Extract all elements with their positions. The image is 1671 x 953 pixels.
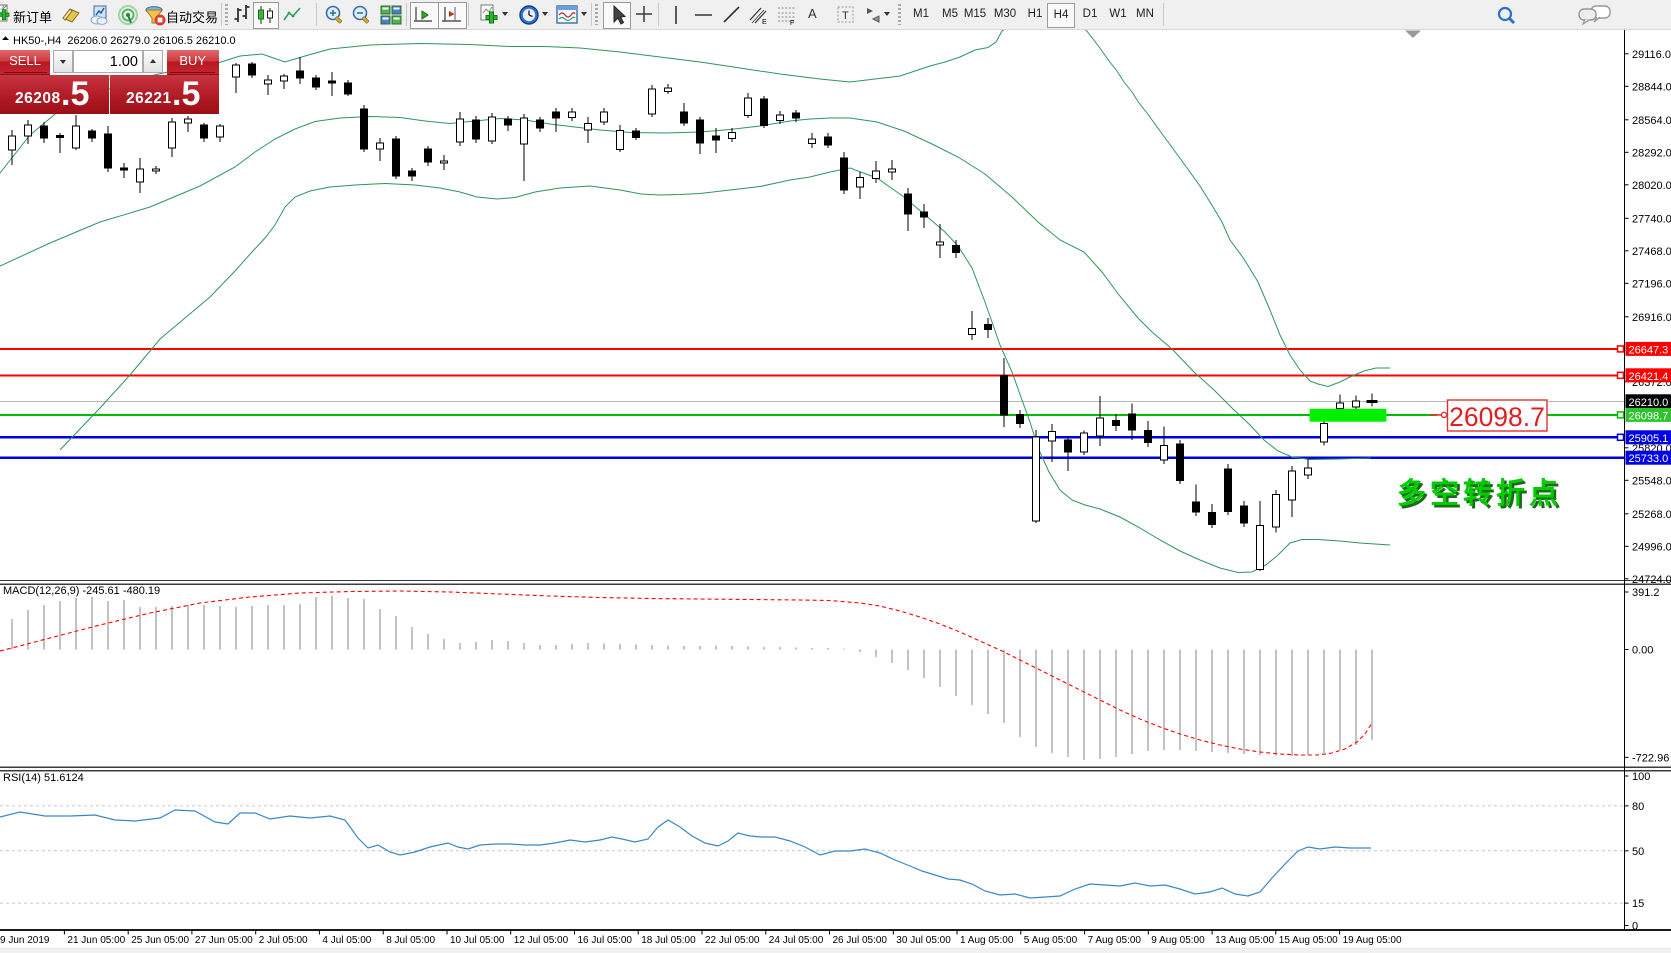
svg-text:E: E bbox=[762, 19, 767, 26]
svg-text:30 Jul 05:00: 30 Jul 05:00 bbox=[896, 935, 951, 946]
svg-text:27 Jun 05:00: 27 Jun 05:00 bbox=[195, 935, 253, 946]
svg-text:27740.0: 27740.0 bbox=[1632, 213, 1671, 225]
svg-text:18 Jul 05:00: 18 Jul 05:00 bbox=[641, 935, 696, 946]
svg-text:19 Aug 05:00: 19 Aug 05:00 bbox=[1343, 935, 1402, 946]
svg-text:MACD(12,26,9) -245.61 -480.19: MACD(12,26,9) -245.61 -480.19 bbox=[3, 585, 160, 597]
svg-text:16 Jul 05:00: 16 Jul 05:00 bbox=[578, 935, 633, 946]
svg-text:7 Aug 05:00: 7 Aug 05:00 bbox=[1088, 935, 1142, 946]
svg-text:22 Jul 05:00: 22 Jul 05:00 bbox=[705, 935, 760, 946]
svg-text:25 Jun 05:00: 25 Jun 05:00 bbox=[131, 935, 189, 946]
svg-text:13 Aug 05:00: 13 Aug 05:00 bbox=[1215, 935, 1274, 946]
svg-text:24 Jul 05:00: 24 Jul 05:00 bbox=[769, 935, 824, 946]
svg-text:12 Jul 05:00: 12 Jul 05:00 bbox=[514, 935, 569, 946]
svg-text:26916.0: 26916.0 bbox=[1632, 312, 1671, 324]
svg-text:21 Jun 05:00: 21 Jun 05:00 bbox=[67, 935, 125, 946]
svg-text:27468.0: 27468.0 bbox=[1632, 246, 1671, 258]
svg-text:25268.0: 25268.0 bbox=[1632, 509, 1671, 521]
svg-text:26098.7: 26098.7 bbox=[1629, 410, 1669, 422]
svg-text:25733.0: 25733.0 bbox=[1629, 453, 1669, 465]
svg-text:0: 0 bbox=[1632, 921, 1638, 933]
svg-text:26098.7: 26098.7 bbox=[1449, 402, 1545, 432]
svg-text:T: T bbox=[842, 10, 849, 22]
svg-text:25905.1: 25905.1 bbox=[1629, 433, 1669, 445]
svg-text:28564.0: 28564.0 bbox=[1632, 115, 1671, 127]
svg-text:26647.3: 26647.3 bbox=[1629, 344, 1669, 356]
svg-text:28292.0: 28292.0 bbox=[1632, 147, 1671, 159]
svg-text:15: 15 bbox=[1632, 898, 1644, 910]
svg-text:26421.4: 26421.4 bbox=[1629, 371, 1669, 383]
svg-text:多空转折点: 多空转折点 bbox=[1397, 476, 1562, 510]
svg-text:4 Jul 05:00: 4 Jul 05:00 bbox=[322, 935, 371, 946]
svg-text:27196.0: 27196.0 bbox=[1632, 278, 1671, 290]
svg-text:2 Jul 05:00: 2 Jul 05:00 bbox=[259, 935, 308, 946]
svg-text:9 Aug 05:00: 9 Aug 05:00 bbox=[1151, 935, 1205, 946]
svg-text:100: 100 bbox=[1632, 771, 1650, 783]
svg-text:9 Jun 2019: 9 Jun 2019 bbox=[0, 935, 50, 946]
svg-text:391.2: 391.2 bbox=[1632, 587, 1660, 599]
svg-text:RSI(14) 51.6124: RSI(14) 51.6124 bbox=[3, 772, 84, 784]
svg-text:26210.0: 26210.0 bbox=[1629, 397, 1669, 409]
svg-text:24996.0: 24996.0 bbox=[1632, 541, 1671, 553]
svg-text:F: F bbox=[790, 20, 794, 26]
svg-text:25548.0: 25548.0 bbox=[1632, 475, 1671, 487]
svg-text:28844.0: 28844.0 bbox=[1632, 81, 1671, 93]
svg-text:29116.0: 29116.0 bbox=[1632, 49, 1671, 61]
svg-text:10 Jul 05:00: 10 Jul 05:00 bbox=[450, 935, 505, 946]
svg-text:15 Aug 05:00: 15 Aug 05:00 bbox=[1279, 935, 1338, 946]
svg-text:8 Jul 05:00: 8 Jul 05:00 bbox=[386, 935, 435, 946]
svg-text:80: 80 bbox=[1632, 801, 1644, 813]
svg-text:-722.96: -722.96 bbox=[1632, 752, 1669, 764]
svg-text:50: 50 bbox=[1632, 846, 1644, 858]
svg-text:HK50-,H4 26206.0 26279.0 2610: HK50-,H4 26206.0 26279.0 26106.5 26210.0 bbox=[13, 35, 236, 47]
svg-text:5 Aug 05:00: 5 Aug 05:00 bbox=[1024, 935, 1078, 946]
svg-text:1 Aug 05:00: 1 Aug 05:00 bbox=[960, 935, 1014, 946]
svg-text:多空转折点: 多空转折点 bbox=[1400, 479, 1565, 513]
svg-text:28020.0: 28020.0 bbox=[1632, 180, 1671, 192]
svg-text:26 Jul 05:00: 26 Jul 05:00 bbox=[833, 935, 888, 946]
svg-text:24724.0: 24724.0 bbox=[1632, 574, 1671, 586]
svg-text:0.00: 0.00 bbox=[1632, 645, 1653, 657]
